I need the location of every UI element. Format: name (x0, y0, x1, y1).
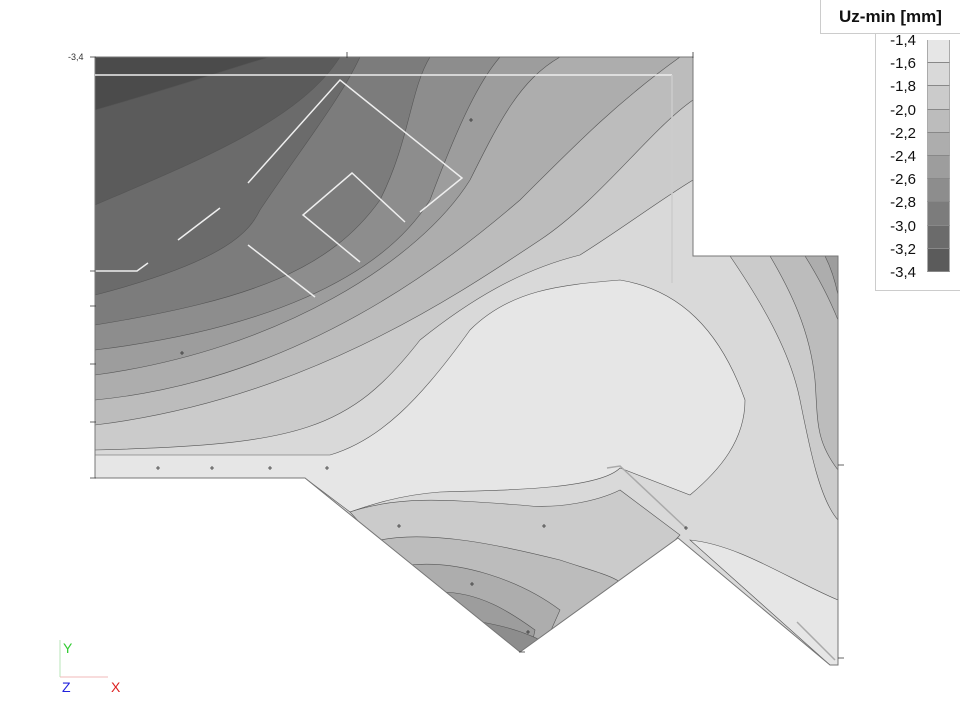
band-right-1 (729, 255, 838, 521)
legend-level-label: -3,0 (890, 217, 916, 235)
legend-level-label: -1,4 (890, 32, 916, 49)
structural-lines (95, 74, 836, 661)
legend-swatch (927, 202, 950, 226)
y-axis-label: Y (63, 640, 73, 656)
legend-level-label: -1,6 (890, 55, 916, 73)
legend-swatch (927, 179, 950, 203)
legend-swatch (927, 132, 950, 156)
legend-swatch (927, 225, 950, 249)
legend-swatch (927, 40, 950, 64)
node-markers (90, 52, 844, 659)
legend-swatch (927, 63, 950, 87)
band-right-2 (769, 255, 838, 471)
corner-value-label: -3,4 (68, 52, 84, 62)
legend-level-label: -3,2 (890, 240, 916, 258)
legend-level-label: -3,4 (890, 264, 916, 281)
legend-level-label: -2,0 (890, 101, 916, 119)
band-right-3 (804, 255, 838, 321)
legend: -1,4 -1,6 -1,8 -2,0 -2,2 -2,4 -2,6 -2,8 -3,0 -3,2… (875, 32, 960, 291)
legend-swatch (927, 86, 950, 110)
legend-level-label: -1,8 (890, 78, 916, 96)
legend-title: Uz-min [mm] (820, 0, 960, 34)
band-3-2 (95, 57, 341, 206)
band-right-4 (824, 255, 838, 296)
legend-swatch (927, 248, 950, 272)
slab-outline (94, 56, 839, 666)
legend-level-label: -2,4 (890, 148, 916, 165)
axis-triad (59, 640, 108, 678)
legend-swatch (927, 109, 950, 133)
legend-level-label: -2,6 (890, 171, 916, 189)
legend-swatch (927, 156, 950, 180)
legend-level-label: -2,8 (890, 194, 916, 212)
band-bottom-right (689, 539, 838, 665)
z-axis-label: Z (62, 679, 71, 695)
x-axis-label: X (111, 679, 121, 695)
legend-level-label: -2,2 (890, 124, 916, 142)
band-light-region (95, 279, 746, 513)
